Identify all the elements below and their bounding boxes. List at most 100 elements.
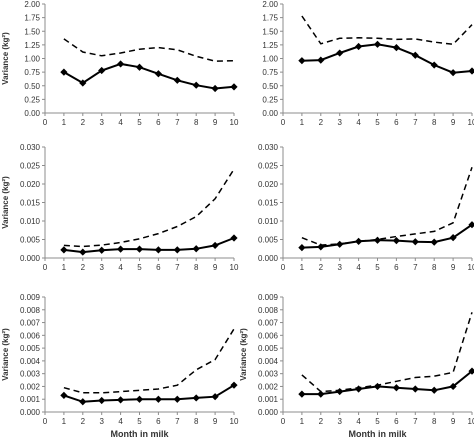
y-tick-label: 0.25 bbox=[24, 95, 40, 104]
x-tick-label: 9 bbox=[213, 118, 218, 127]
data-point-marker bbox=[411, 385, 419, 393]
x-tick-label: 3 bbox=[337, 263, 342, 272]
x-tick-label: 1 bbox=[62, 118, 67, 127]
y-tick-label: 1.75 bbox=[24, 14, 40, 23]
data-point-marker bbox=[192, 245, 200, 253]
data-point-marker bbox=[230, 234, 238, 242]
x-tick-label: 4 bbox=[356, 263, 361, 272]
y-tick-label: 0.000 bbox=[258, 408, 279, 417]
x-tick-label: 0 bbox=[281, 118, 286, 127]
y-tick-label: 0.009 bbox=[258, 293, 279, 302]
data-point-marker bbox=[117, 396, 125, 404]
data-point-marker bbox=[230, 381, 238, 389]
y-tick-label: 0.00 bbox=[24, 109, 40, 118]
y-tick-label: 0.020 bbox=[258, 180, 279, 189]
data-point-marker bbox=[317, 56, 325, 64]
data-point-marker bbox=[449, 234, 457, 242]
x-tick-label: 5 bbox=[375, 417, 380, 426]
y-tick-label: 0.015 bbox=[20, 199, 41, 208]
y-tick-label: 0.006 bbox=[258, 331, 279, 340]
y-tick-label: 0.004 bbox=[258, 357, 279, 366]
y-tick-label: 0.008 bbox=[258, 306, 279, 315]
data-point-marker bbox=[135, 395, 144, 403]
series-line-solid bbox=[63, 237, 235, 254]
x-tick-label: 7 bbox=[413, 263, 418, 272]
data-point-marker bbox=[468, 367, 474, 375]
y-tick-label: 0.25 bbox=[262, 95, 278, 104]
x-tick-label: 2 bbox=[319, 118, 324, 127]
x-tick-label: 6 bbox=[156, 263, 161, 272]
series-line-dashed bbox=[301, 312, 473, 393]
data-point-marker bbox=[79, 398, 87, 406]
y-axis-label: Variance (kg²) bbox=[1, 32, 10, 85]
x-tick-label: 1 bbox=[62, 263, 67, 272]
x-tick-label: 10 bbox=[230, 417, 239, 426]
data-point-marker bbox=[60, 68, 68, 76]
x-tick-label: 2 bbox=[319, 263, 324, 272]
y-tick-label: 1.00 bbox=[24, 55, 40, 64]
data-point-marker bbox=[392, 44, 400, 52]
x-tick-label: 2 bbox=[319, 417, 324, 426]
x-tick-label: 4 bbox=[356, 417, 361, 426]
data-point-marker bbox=[98, 246, 106, 254]
y-tick-label: 2.00 bbox=[262, 0, 278, 9]
x-tick-label: 5 bbox=[375, 263, 380, 272]
y-tick-label: 0.005 bbox=[258, 344, 279, 353]
x-axis-label: Month in milk bbox=[349, 429, 408, 439]
x-tick-label: 3 bbox=[99, 263, 104, 272]
y-tick-label: 0.00 bbox=[262, 109, 278, 118]
data-point-marker bbox=[135, 63, 144, 71]
series-line-solid bbox=[301, 43, 473, 74]
data-point-marker bbox=[317, 390, 325, 398]
x-tick-label: 1 bbox=[300, 263, 305, 272]
x-tick-label: 0 bbox=[43, 263, 48, 272]
series-line-solid bbox=[301, 223, 473, 249]
x-tick-label: 8 bbox=[194, 118, 199, 127]
data-point-marker bbox=[192, 394, 200, 402]
x-tick-label: 0 bbox=[43, 417, 48, 426]
x-tick-label: 3 bbox=[337, 417, 342, 426]
data-point-marker bbox=[79, 79, 87, 87]
data-point-marker bbox=[411, 51, 419, 59]
y-tick-label: 0.003 bbox=[258, 370, 279, 379]
data-point-marker bbox=[298, 244, 306, 252]
data-point-marker bbox=[336, 49, 344, 57]
data-point-marker bbox=[211, 84, 219, 93]
x-tick-label: 6 bbox=[394, 263, 399, 272]
data-point-marker bbox=[98, 396, 106, 405]
x-tick-label: 8 bbox=[194, 417, 199, 426]
chart-panel-4: 0.000 0.005 0.010 0.015 0.020 0.025 0.030 0 1 2 3 4… bbox=[258, 143, 474, 272]
chart-panel-3: 0.000 0.005 0.010 0.015 0.020 0.025 0.030 0 1 2 3 4… bbox=[1, 143, 239, 272]
x-tick-label: 5 bbox=[137, 263, 142, 272]
y-tick-label: 0.50 bbox=[24, 82, 40, 91]
data-point-marker bbox=[430, 386, 438, 394]
data-point-marker bbox=[154, 395, 162, 403]
x-tick-label: 9 bbox=[451, 263, 456, 272]
y-tick-label: 2.00 bbox=[24, 0, 40, 9]
data-point-marker bbox=[173, 76, 181, 84]
y-tick-label: 0.005 bbox=[20, 236, 41, 245]
chart-panel-6: 0.000 0.001 0.002 0.003 0.004 0.005 0.006 0.007… bbox=[239, 293, 474, 439]
x-tick-label: 6 bbox=[156, 118, 161, 127]
y-tick-label: 0.000 bbox=[20, 408, 41, 417]
chart-panel-2: 0.00 0.25 0.50 0.75 1.00 1.25 1.50 1.75 2.00 0 1 2 3… bbox=[262, 0, 474, 127]
series-line-solid bbox=[63, 384, 235, 403]
x-tick-label: 1 bbox=[62, 417, 67, 426]
x-tick-label: 5 bbox=[375, 118, 380, 127]
y-tick-label: 0.007 bbox=[258, 319, 279, 328]
x-tick-label: 0 bbox=[43, 118, 48, 127]
y-axis-label: Variance (kg²) bbox=[1, 328, 10, 381]
y-tick-label: 1.25 bbox=[262, 41, 278, 50]
y-tick-label: 1.75 bbox=[262, 14, 278, 23]
y-tick-label: 0.025 bbox=[20, 162, 41, 171]
x-tick-label: 3 bbox=[99, 417, 104, 426]
data-point-marker bbox=[449, 382, 457, 391]
x-tick-label: 0 bbox=[281, 417, 286, 426]
data-point-marker bbox=[355, 42, 363, 51]
x-tick-label: 10 bbox=[468, 417, 474, 426]
y-tick-label: 1.25 bbox=[24, 41, 40, 50]
series-line-solid bbox=[301, 370, 473, 396]
chart-panel-1: 0.00 0.25 0.50 0.75 1.00 1.25 1.50 1.75 2.00 0 1 2 3… bbox=[1, 0, 239, 127]
y-tick-label: 0.75 bbox=[24, 68, 40, 77]
